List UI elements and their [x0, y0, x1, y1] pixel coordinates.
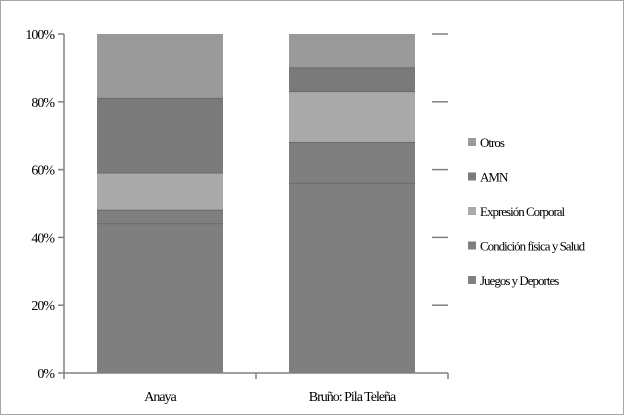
legend-label: AMN: [480, 170, 509, 185]
x-category-label: Anaya: [144, 390, 177, 405]
x-ticks-group: Anaya Bruño: Pila Teleña: [63, 373, 449, 405]
legend-label: Juegos y Deportes: [480, 273, 559, 288]
legend-swatch: [468, 138, 476, 146]
bar-segment-0-4: [97, 34, 223, 99]
bar-segment-1-0: [289, 183, 415, 373]
bar-segment-1-3: [289, 67, 415, 92]
bar-segment-1-2: [289, 91, 415, 143]
legend-label: Otros: [480, 135, 505, 150]
legend-group: Otros AMN Expresión Corporal Condición físi…: [468, 135, 587, 288]
y-tick-label: 40%: [31, 231, 55, 246]
y-tick-label: 80%: [31, 96, 55, 111]
bar-segment-0-2: [97, 173, 223, 211]
y-tick-label: 20%: [31, 299, 55, 314]
bar-segment-1-1: [289, 142, 415, 184]
legend-label: Condición física y Salud: [480, 239, 586, 254]
bars-group: [97, 34, 415, 373]
legend-label: Expresión Corporal: [480, 204, 566, 219]
bar-segment-1-4: [289, 34, 415, 68]
legend-swatch: [468, 172, 476, 181]
legend-swatch: [468, 276, 476, 284]
legend-swatch: [468, 207, 476, 215]
y-tick-label: 60%: [31, 164, 55, 179]
bar-segment-0-0: [97, 223, 223, 373]
x-category-label: Bruño: Pila Teleña: [309, 390, 397, 405]
y-ticks-group: 0% 20% 40% 60% 80% 100%: [25, 28, 448, 382]
bar-segment-0-1: [97, 210, 223, 224]
legend-swatch: [468, 241, 476, 250]
bar-segment-0-3: [97, 98, 223, 173]
y-tick-label: 0%: [37, 367, 55, 382]
y-tick-label: 100%: [25, 28, 55, 43]
